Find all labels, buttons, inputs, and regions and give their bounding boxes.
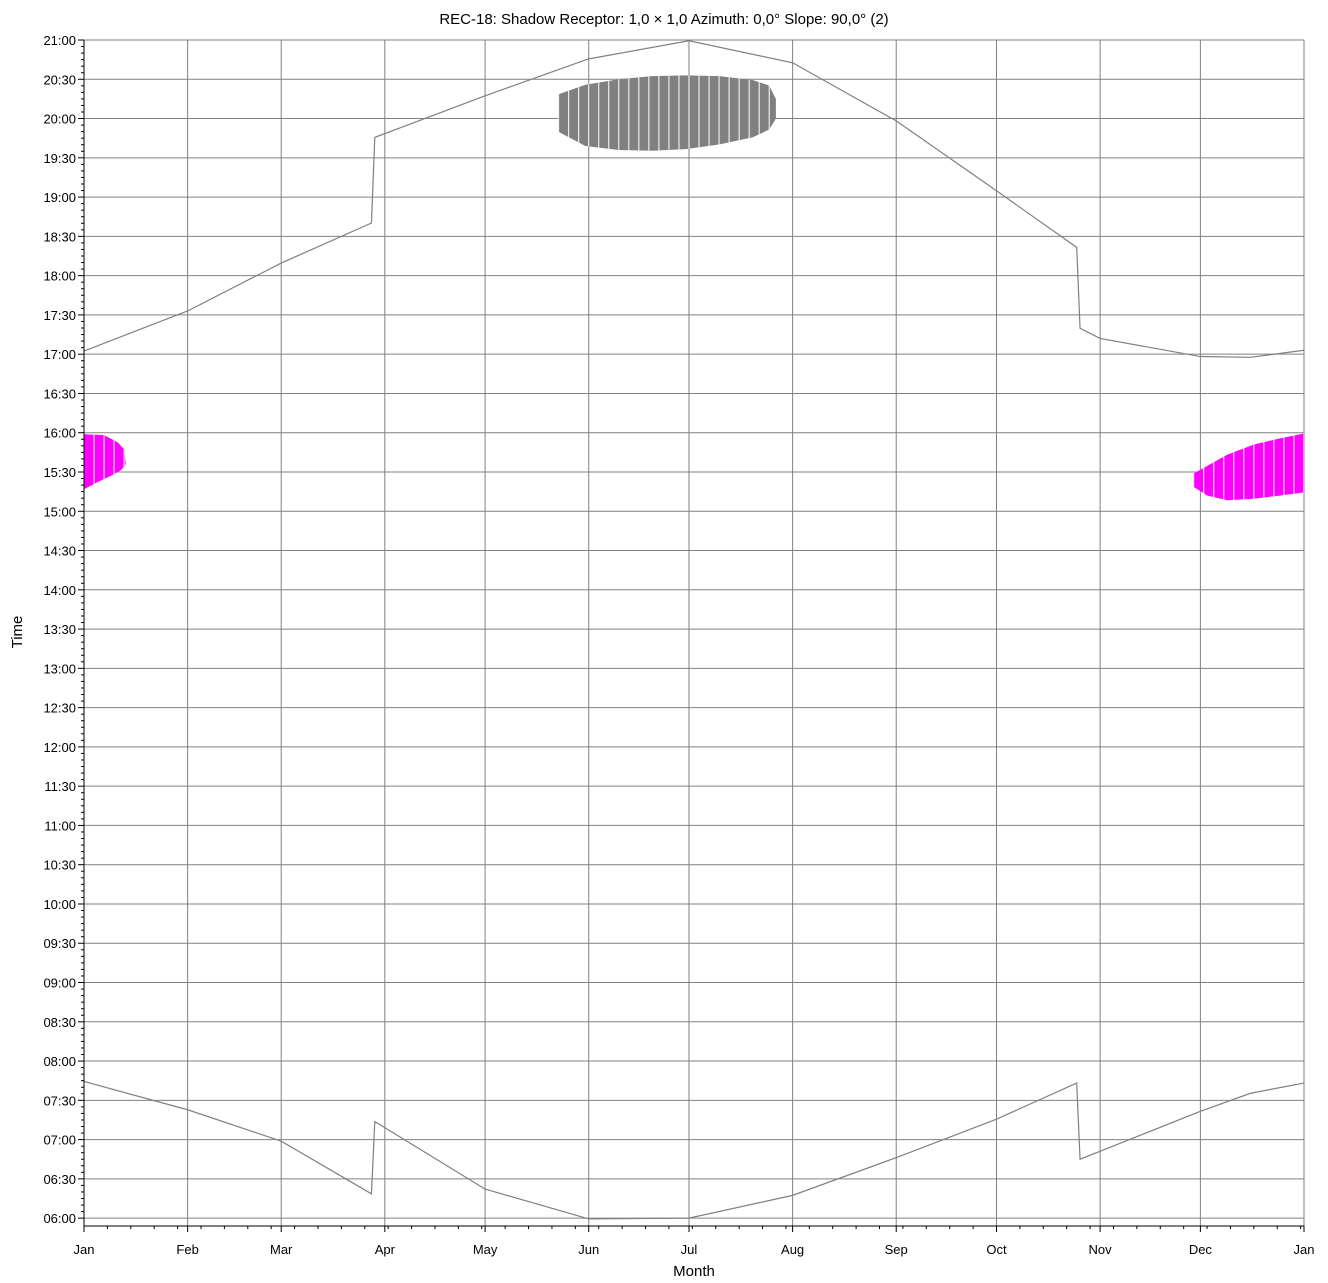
y-tick-label: 11:00 (44, 818, 76, 833)
y-tick-label: 10:00 (43, 897, 76, 912)
x-tick-label: Jun (578, 1242, 599, 1257)
y-tick-label: 07:30 (43, 1093, 76, 1108)
sunset-curve (83, 40, 1305, 358)
y-tick-label: 18:00 (43, 269, 76, 284)
y-tick-label: 13:00 (43, 661, 76, 676)
x-tick-label: Jul (681, 1242, 698, 1257)
y-tick-label: 16:00 (43, 426, 76, 441)
grid-lines (83, 39, 1305, 1226)
shadow-area-summer (558, 75, 776, 151)
y-tick-label: 13:30 (43, 622, 76, 637)
x-tick-label: Feb (176, 1242, 198, 1257)
y-tick-label: 14:30 (43, 544, 76, 559)
y-tick-label: 21:00 (43, 33, 76, 48)
x-tick-label: Apr (375, 1242, 396, 1257)
y-tick-label: 09:30 (43, 936, 76, 951)
y-tick-label: 08:00 (43, 1054, 76, 1069)
y-tick-label: 19:30 (43, 151, 76, 166)
x-tick-label: Jan (1294, 1242, 1315, 1257)
y-tick-label: 17:00 (43, 347, 76, 362)
x-tick-label: Nov (1089, 1242, 1113, 1257)
y-tick-label: 16:30 (43, 386, 76, 401)
y-tick-label: 14:00 (43, 583, 76, 598)
x-tick-label: Jan (74, 1242, 95, 1257)
y-tick-label: 15:00 (43, 504, 76, 519)
y-tick-label: 06:30 (43, 1172, 76, 1187)
y-tick-label: 11:30 (44, 779, 76, 794)
y-tick-label: 19:00 (43, 190, 76, 205)
y-axis-label: Time (9, 616, 26, 649)
chart-title: REC-18: Shadow Receptor: 1,0 × 1,0 Azimu… (439, 11, 888, 28)
y-tick-label: 08:30 (43, 1015, 76, 1030)
x-tick-label: Aug (781, 1242, 804, 1257)
shadow-areas (84, 75, 1304, 501)
axes (78, 39, 1305, 1232)
sunrise-curve (83, 1080, 1305, 1220)
y-tick-label: 12:00 (43, 740, 76, 755)
x-tick-label: May (473, 1242, 498, 1257)
x-axis-label: Month (673, 1263, 715, 1278)
y-tick-label: 06:00 (43, 1211, 76, 1226)
y-tick-label: 10:30 (43, 858, 76, 873)
x-tick-label: Mar (270, 1242, 293, 1257)
shadow-area-winter-late (1193, 433, 1304, 501)
y-tick-label: 20:30 (43, 72, 76, 87)
y-tick-label: 07:00 (43, 1133, 76, 1148)
y-tick-label: 12:30 (43, 701, 76, 716)
y-tick-label: 20:00 (43, 112, 76, 127)
y-tick-label: 15:30 (43, 465, 76, 480)
x-tick-label: Oct (986, 1242, 1007, 1257)
y-tick-labels: 06:00 06:30 07:00 07:30 08:00 08:30 09:00 09:30… (43, 33, 76, 1226)
y-tick-label: 09:00 (43, 976, 76, 991)
x-tick-labels: Jan Feb Mar Apr May Jun Jul Aug Sep Oct Nov Dec Jan (74, 1242, 1315, 1257)
y-tick-label: 17:30 (43, 308, 76, 323)
x-tick-label: Sep (885, 1242, 908, 1257)
sun-curves (83, 40, 1305, 1220)
x-tick-label: Dec (1189, 1242, 1213, 1257)
y-tick-label: 18:30 (43, 229, 76, 244)
